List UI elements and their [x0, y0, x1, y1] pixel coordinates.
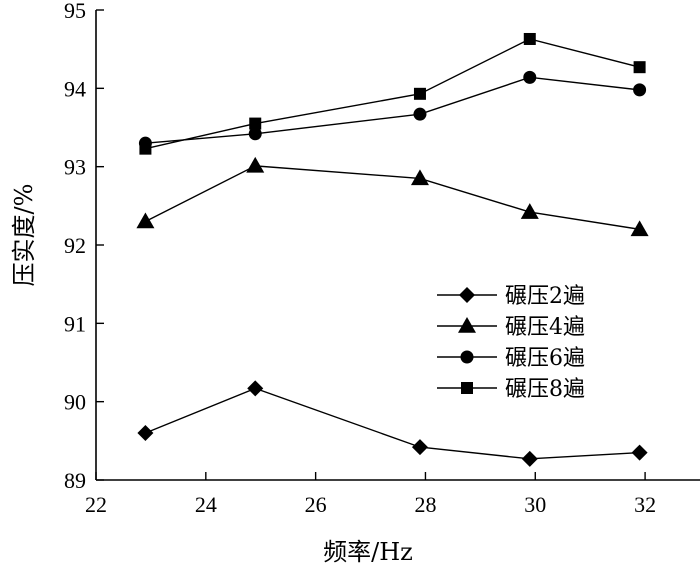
data-point	[413, 107, 427, 121]
x-tick-label: 26	[305, 492, 327, 517]
data-point	[630, 220, 649, 237]
series-1	[137, 380, 648, 467]
legend-marker	[461, 382, 473, 394]
legend-marker	[460, 350, 474, 364]
x-axis-title: 频率/Hz	[323, 538, 413, 566]
data-point	[520, 203, 539, 219]
y-axis-title: 压实度/%	[10, 184, 38, 287]
legend-label: 碾压8遍	[505, 377, 585, 402]
data-point	[248, 127, 262, 141]
legend-entry: 碾压6遍	[437, 346, 585, 371]
y-tick-label: 94	[64, 76, 86, 101]
y-tick-label: 92	[64, 233, 86, 258]
data-point	[411, 439, 428, 456]
data-point	[249, 117, 262, 130]
series-line	[145, 38, 640, 150]
y-tick-label: 89	[64, 468, 86, 493]
data-point	[139, 142, 152, 155]
legend-marker	[459, 287, 475, 303]
series-2	[136, 156, 649, 237]
data-point	[521, 450, 538, 467]
x-tick-label: 28	[414, 492, 436, 517]
data-point	[523, 32, 536, 45]
x-tick-label: 30	[524, 492, 546, 517]
axes: 89 90 91 92 93 94 95 22 24 26 28 30 32	[64, 0, 700, 517]
y-tick-label: 95	[64, 0, 86, 23]
legend-entry: 碾压2遍	[437, 284, 585, 309]
series-3	[138, 70, 647, 150]
legend-entry: 碾压8遍	[437, 377, 585, 402]
data-point	[410, 169, 429, 186]
data-point	[631, 444, 648, 461]
data-point	[413, 87, 426, 100]
y-tick-label: 90	[64, 390, 86, 415]
data-point	[247, 380, 264, 397]
data-point	[523, 70, 537, 84]
data-point	[246, 156, 265, 173]
legend-marker	[458, 317, 476, 333]
series-line	[145, 76, 640, 144]
data-point	[136, 212, 155, 229]
legend-label: 碾压2遍	[505, 284, 585, 309]
data-point	[137, 425, 154, 441]
data-point	[633, 61, 646, 74]
y-tick-label: 91	[64, 311, 86, 336]
y-tick-label: 93	[64, 155, 86, 180]
x-tick-label: 22	[85, 492, 107, 517]
x-tick-label: 24	[195, 492, 217, 517]
series-line	[145, 165, 640, 231]
legend-label: 碾压6遍	[505, 346, 585, 371]
plot-area	[136, 32, 649, 467]
x-tick-label: 32	[634, 492, 656, 517]
legend-label: 碾压4遍	[505, 315, 585, 340]
legend-entry: 碾压4遍	[437, 315, 585, 340]
series-4	[139, 32, 646, 155]
data-point	[633, 83, 647, 97]
